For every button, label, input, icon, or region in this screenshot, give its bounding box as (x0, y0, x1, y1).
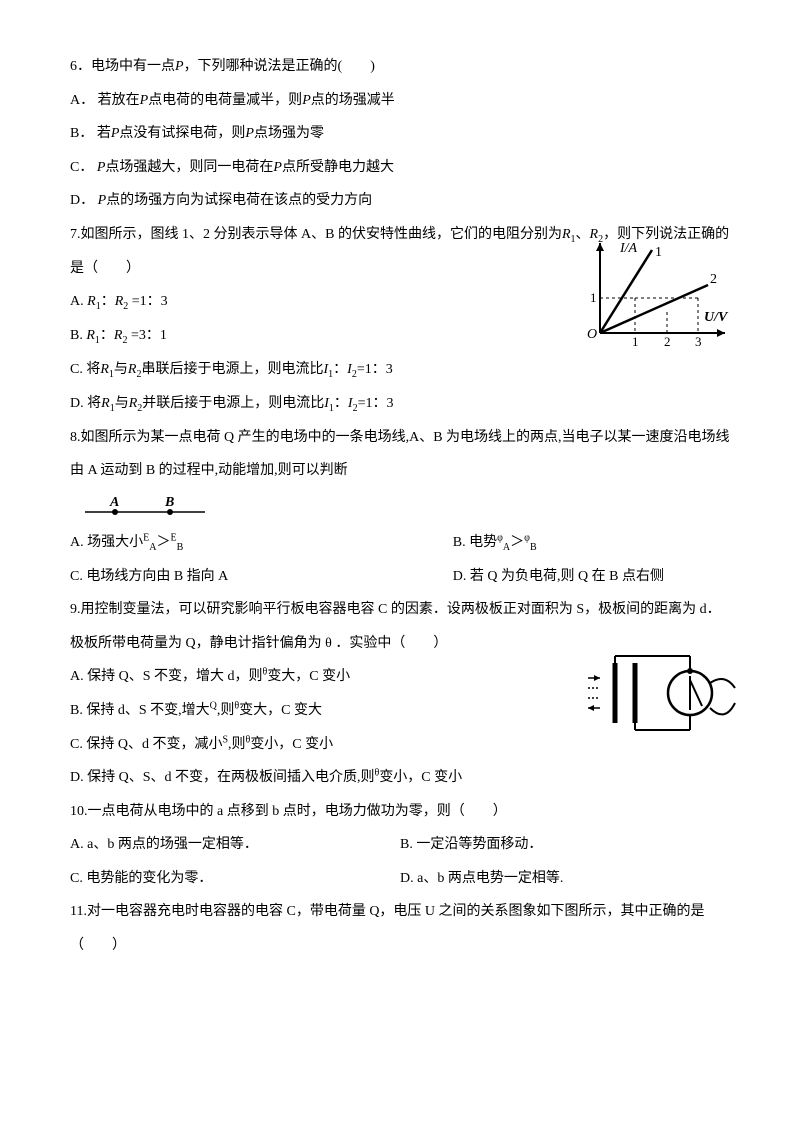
svg-text:1: 1 (632, 334, 639, 348)
q8-opt-b: B. 电势φA＞φB (453, 526, 730, 560)
chart-ytick: 1 (590, 290, 597, 305)
q10-opt-b: B. 一定沿等势面移动． (400, 828, 730, 862)
question-8: 8.如图所示为某一点电荷 Q 产生的电场中的一条电场线,A、B 为电场线上的两点… (70, 421, 730, 594)
exam-page: 6．电场中有一点P，下列哪种说法是正确的( ) A． 若放在P点电荷的电荷量减半… (0, 0, 800, 1003)
question-7: 7.如图所示，图线 1、2 分别表示导体 A、B 的伏安特性曲线，它们的电阻分别… (70, 218, 730, 421)
q7-chart-icon: I/A U/V O 1 2 1 1 2 3 (580, 238, 730, 348)
svg-text:3: 3 (695, 334, 702, 348)
q10-opt-a: A. a、b 两点的场强一定相等． (70, 828, 400, 862)
question-9: 9.用控制变量法，可以研究影响平行板电容器电容 C 的因素．设两极板正对面积为 … (70, 593, 730, 795)
q10-stem: 10.一点电荷从电场中的 a 点移到 b 点时，电场力做功为零，则（ ） (70, 795, 730, 829)
q10-opts-row1: A. a、b 两点的场强一定相等． B. 一定沿等势面移动． (70, 828, 730, 862)
q10-opt-c: C. 电势能的变化为零． (70, 862, 400, 896)
question-11: 11.对一电容器充电时电容器的电容 C，带电荷量 Q，电压 U 之间的关系图象如… (70, 895, 730, 962)
svg-text:2: 2 (664, 334, 671, 348)
q6-opt-a: A． 若放在P点电荷的电荷量减半，则P点的场强减半 (70, 84, 730, 118)
q10-opts-row2: C. 电势能的变化为零． D. a、b 两点电势一定相等. (70, 862, 730, 896)
svg-text:B: B (164, 495, 174, 510)
q6-opt-b: B． 若P点没有试探电荷，则P点场强为零 (70, 117, 730, 151)
question-6: 6．电场中有一点P，下列哪种说法是正确的( ) A． 若放在P点电荷的电荷量减半… (70, 50, 730, 218)
q11-stem: 11.对一电容器充电时电容器的电容 C，带电荷量 Q，电压 U 之间的关系图象如… (70, 895, 730, 962)
chart-line1-label: 1 (655, 245, 662, 260)
chart-origin: O (587, 327, 597, 342)
svg-text:A: A (109, 495, 119, 510)
q6-opt-d: D． P点的场强方向为试探电荷在该点的受力方向 (70, 184, 730, 218)
q6-stem: 6．电场中有一点P，下列哪种说法是正确的( ) (70, 59, 375, 74)
chart-xlabel: U/V (704, 310, 729, 325)
q10-opt-d: D. a、b 两点电势一定相等. (400, 862, 730, 896)
q8-opts-row1: A. 场强大小EA＞EB B. 电势φA＞φB (70, 526, 730, 560)
question-10: 10.一点电荷从电场中的 a 点移到 b 点时，电场力做功为零，则（ ） A. … (70, 795, 730, 896)
chart-line2-label: 2 (710, 272, 717, 287)
chart-ylabel: I/A (619, 241, 638, 256)
q7-opt-c: C. 将R1与R2串联后接于电源上，则电流比I1：I2=1：3 (70, 353, 730, 387)
q8-stem: 8.如图所示为某一点电荷 Q 产生的电场中的一条电场线,A、B 为电场线上的两点… (70, 421, 730, 488)
q8-opts-row2: C. 电场线方向由 B 指向 A D. 若 Q 为负电荷,则 Q 在 B 点右侧 (70, 560, 730, 594)
q8-opt-a: A. 场强大小EA＞EB (70, 526, 453, 560)
q9-capacitor-icon (580, 648, 740, 738)
q8-field-line-icon: A B (80, 492, 210, 522)
q8-opt-d: D. 若 Q 为负电荷,则 Q 在 B 点右侧 (453, 560, 730, 594)
q8-opt-c: C. 电场线方向由 B 指向 A (70, 560, 453, 594)
q9-opt-d: D. 保持 Q、S、d 不变，在两极板间插入电介质,则θ变小，C 变小 (70, 761, 730, 795)
q6-opt-c: C． P点场强越大，则同一电荷在P点所受静电力越大 (70, 151, 730, 185)
q7-opt-d: D. 将R1与R2并联后接于电源上，则电流比I1：I2=1：3 (70, 387, 730, 421)
